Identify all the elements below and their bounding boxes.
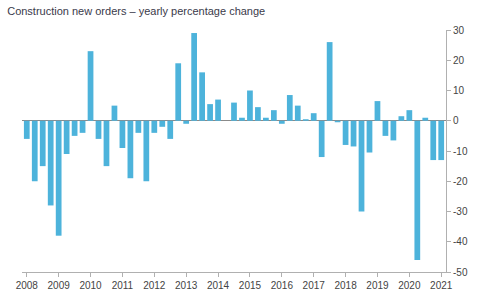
- svg-text:2021: 2021: [430, 280, 453, 291]
- svg-text:2019: 2019: [366, 280, 389, 291]
- svg-text:-30: -30: [453, 206, 468, 217]
- svg-text:2020: 2020: [398, 280, 421, 291]
- svg-text:2008: 2008: [16, 280, 39, 291]
- svg-text:-10: -10: [453, 146, 468, 157]
- svg-text:2013: 2013: [175, 280, 198, 291]
- svg-text:2014: 2014: [207, 280, 230, 291]
- svg-text:2009: 2009: [48, 280, 71, 291]
- svg-text:2018: 2018: [334, 280, 357, 291]
- svg-text:2017: 2017: [303, 280, 326, 291]
- svg-text:-20: -20: [453, 176, 468, 187]
- svg-text:2012: 2012: [143, 280, 166, 291]
- svg-text:30: 30: [453, 25, 465, 36]
- svg-text:2015: 2015: [239, 280, 262, 291]
- svg-text:0: 0: [453, 115, 459, 126]
- svg-text:-40: -40: [453, 236, 468, 247]
- svg-text:2010: 2010: [79, 280, 102, 291]
- svg-text:Construction new orders – year: Construction new orders – yearly percent…: [7, 5, 265, 17]
- svg-text:20: 20: [453, 55, 465, 66]
- svg-text:-50: -50: [453, 267, 468, 278]
- svg-text:2011: 2011: [112, 280, 134, 291]
- svg-text:10: 10: [453, 85, 465, 96]
- svg-text:2016: 2016: [271, 280, 294, 291]
